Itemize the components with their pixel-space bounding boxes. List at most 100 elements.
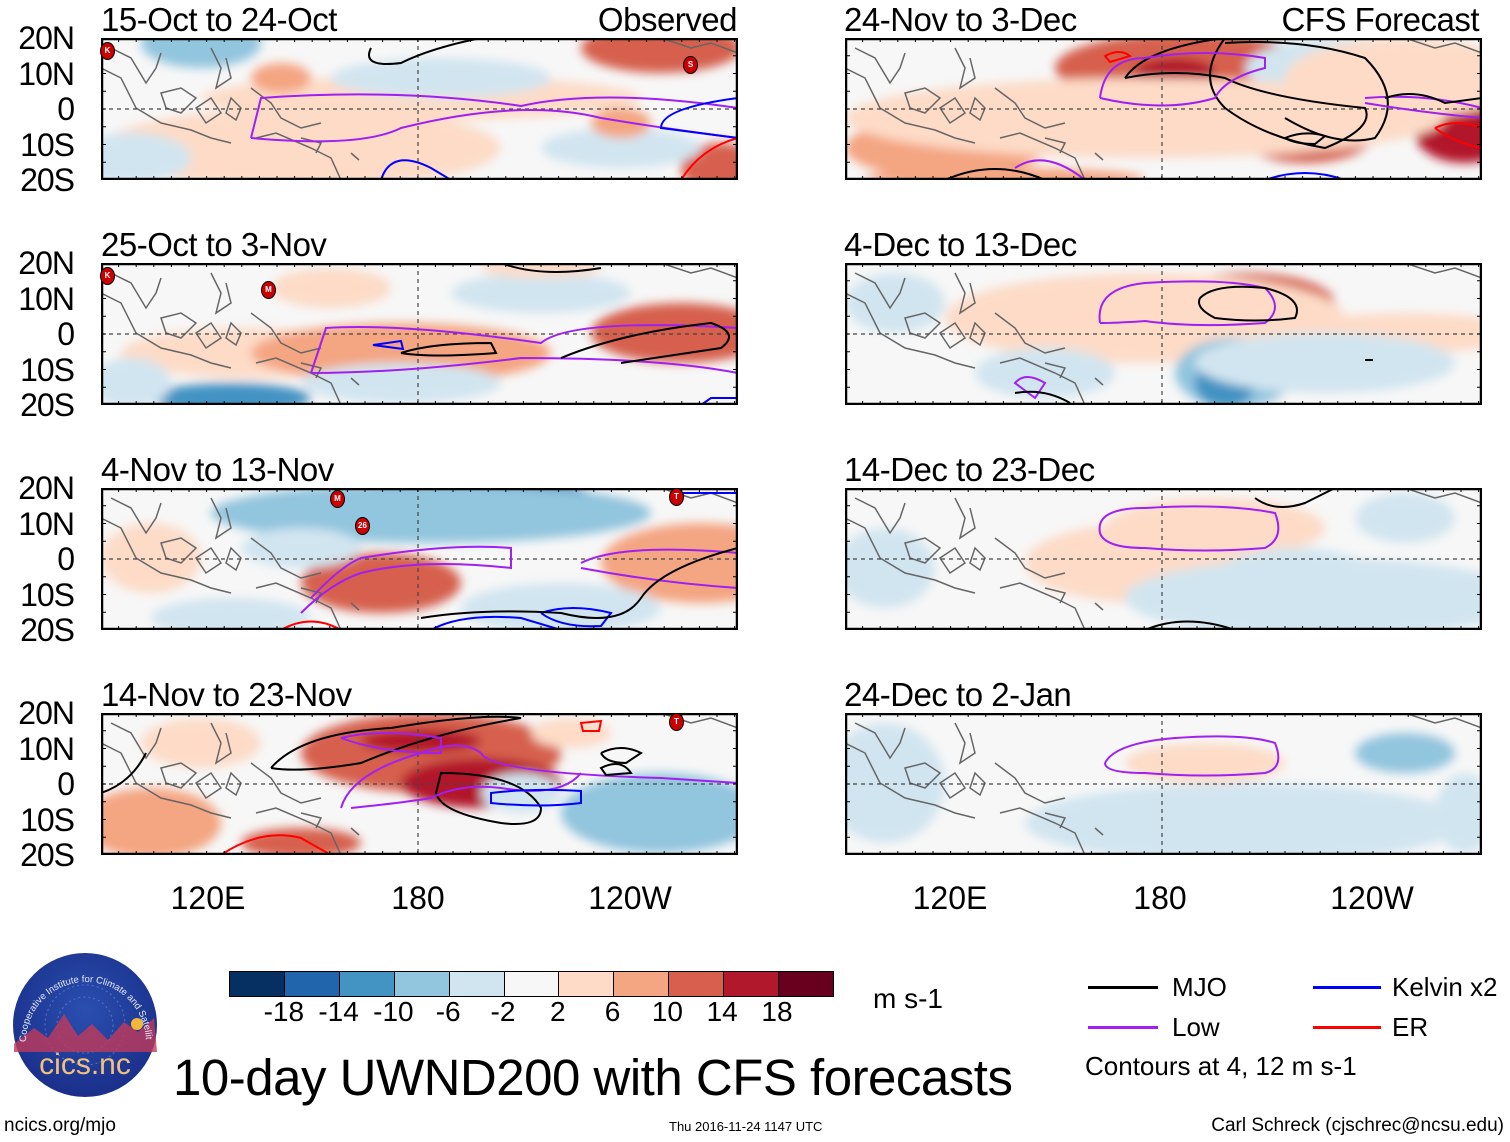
panel-frame xyxy=(101,488,738,630)
coastline xyxy=(994,762,1066,804)
panel-title: 25-Oct to 3-Nov xyxy=(101,226,327,263)
legend-label: ER xyxy=(1392,1012,1429,1042)
panel-frame xyxy=(101,38,738,180)
coastline xyxy=(350,377,360,386)
coastline xyxy=(969,546,986,572)
coastline xyxy=(845,517,976,594)
shaded-anomaly xyxy=(1355,733,1455,773)
shaded-anomaly xyxy=(151,598,311,630)
coastline xyxy=(250,537,322,579)
coastline xyxy=(1094,152,1104,161)
coastline xyxy=(999,132,1086,180)
shaded-anomaly xyxy=(1025,783,1465,855)
coastline xyxy=(845,292,976,369)
colorbar-swatch xyxy=(668,972,724,996)
shaded-anomaly xyxy=(1125,743,1285,783)
shaded-anomaly xyxy=(241,528,361,568)
coastline xyxy=(994,537,1066,579)
tropical-cyclone-icon: K xyxy=(100,42,115,60)
contour-line xyxy=(1098,505,1280,552)
coastline xyxy=(1094,377,1104,386)
contour-line xyxy=(1364,95,1482,120)
coastline xyxy=(954,497,976,540)
cics-logo: Cooperative Institute for Climate and Sa… xyxy=(9,944,158,1098)
forecast-label: CFS Forecast xyxy=(1281,1,1479,38)
coastline xyxy=(1044,137,1067,154)
lat-label: 20N xyxy=(18,245,75,281)
logo-text: cics.nc xyxy=(39,1048,131,1081)
contour-line xyxy=(434,771,543,825)
coastline xyxy=(194,321,223,350)
shaded-anomaly xyxy=(561,773,738,853)
coastline xyxy=(225,96,242,122)
contour-line xyxy=(1434,122,1482,150)
colorbar-label: -6 xyxy=(435,996,461,1027)
colorbar-swatch xyxy=(283,972,339,996)
coastline xyxy=(1044,812,1067,829)
colorbar-swatch xyxy=(393,972,449,996)
shaded-anomaly xyxy=(1195,333,1455,393)
contour-line xyxy=(599,763,633,777)
legend-line-er xyxy=(1313,1026,1381,1029)
shaded-anomaly xyxy=(845,273,945,333)
shaded-anomaly xyxy=(301,553,461,613)
coastline xyxy=(225,321,242,347)
lat-label: 20S xyxy=(20,837,75,873)
tropical-cyclone-icon: M xyxy=(330,490,345,508)
panel-frame xyxy=(101,263,738,405)
lat-label: 0 xyxy=(57,316,75,352)
contour-line xyxy=(280,620,342,630)
coastline xyxy=(110,272,162,310)
contour-line xyxy=(368,38,482,65)
coastline xyxy=(938,96,967,125)
contour-line xyxy=(1254,488,1336,508)
contour-line xyxy=(1014,159,1086,180)
legend-line-kelvin xyxy=(1313,986,1381,989)
colorbar-swatch xyxy=(338,972,394,996)
colorbar-label: -18 xyxy=(263,996,305,1027)
contour-line xyxy=(579,719,603,732)
lat-label: 0 xyxy=(57,541,75,577)
contour-line xyxy=(420,547,738,619)
shaded-anomaly xyxy=(1355,493,1455,543)
contour-line xyxy=(300,545,512,614)
contour-line xyxy=(380,159,452,180)
coastline xyxy=(194,771,223,800)
coastline xyxy=(1404,488,1482,504)
colorbar-label: 6 xyxy=(604,996,621,1027)
coastline xyxy=(904,537,942,564)
contour-line xyxy=(101,752,147,794)
coastline xyxy=(101,292,232,369)
coastline xyxy=(350,602,360,611)
coastline xyxy=(904,87,942,114)
map-panel xyxy=(845,488,1482,630)
panel-title: 24-Dec to 2-Jan xyxy=(844,676,1072,713)
lat-label: 10N xyxy=(18,55,75,92)
coastline xyxy=(110,47,162,85)
contour-line xyxy=(340,732,442,755)
shaded-anomaly xyxy=(541,128,701,168)
coastline xyxy=(845,67,976,144)
footer-timestamp: Thu 2016-11-24 1147 UTC xyxy=(669,1119,823,1134)
footer-author: Carl Schreck (cjschrec@ncsu.edu) xyxy=(1211,1115,1504,1136)
contour-line xyxy=(1264,172,1346,180)
legend-line-low xyxy=(1088,1026,1158,1029)
shaded-anomaly xyxy=(601,523,738,603)
map-panel xyxy=(845,263,1482,405)
shaded-anomaly xyxy=(1125,558,1482,630)
coastline xyxy=(255,807,342,855)
coastline xyxy=(160,762,198,789)
panel-frame xyxy=(845,488,1482,630)
panel-frame xyxy=(845,263,1482,405)
colorbar-label: 14 xyxy=(706,996,738,1027)
panel-title: 4-Nov to 13-Nov xyxy=(101,451,334,488)
shaded-anomaly xyxy=(151,383,311,405)
coastline xyxy=(938,546,967,575)
coastline xyxy=(660,38,738,54)
coastline xyxy=(854,497,906,535)
coastline xyxy=(994,87,1066,129)
lon-label: 180 xyxy=(1133,880,1187,916)
coastline xyxy=(1044,362,1067,379)
colorbar-swatch xyxy=(230,972,284,996)
